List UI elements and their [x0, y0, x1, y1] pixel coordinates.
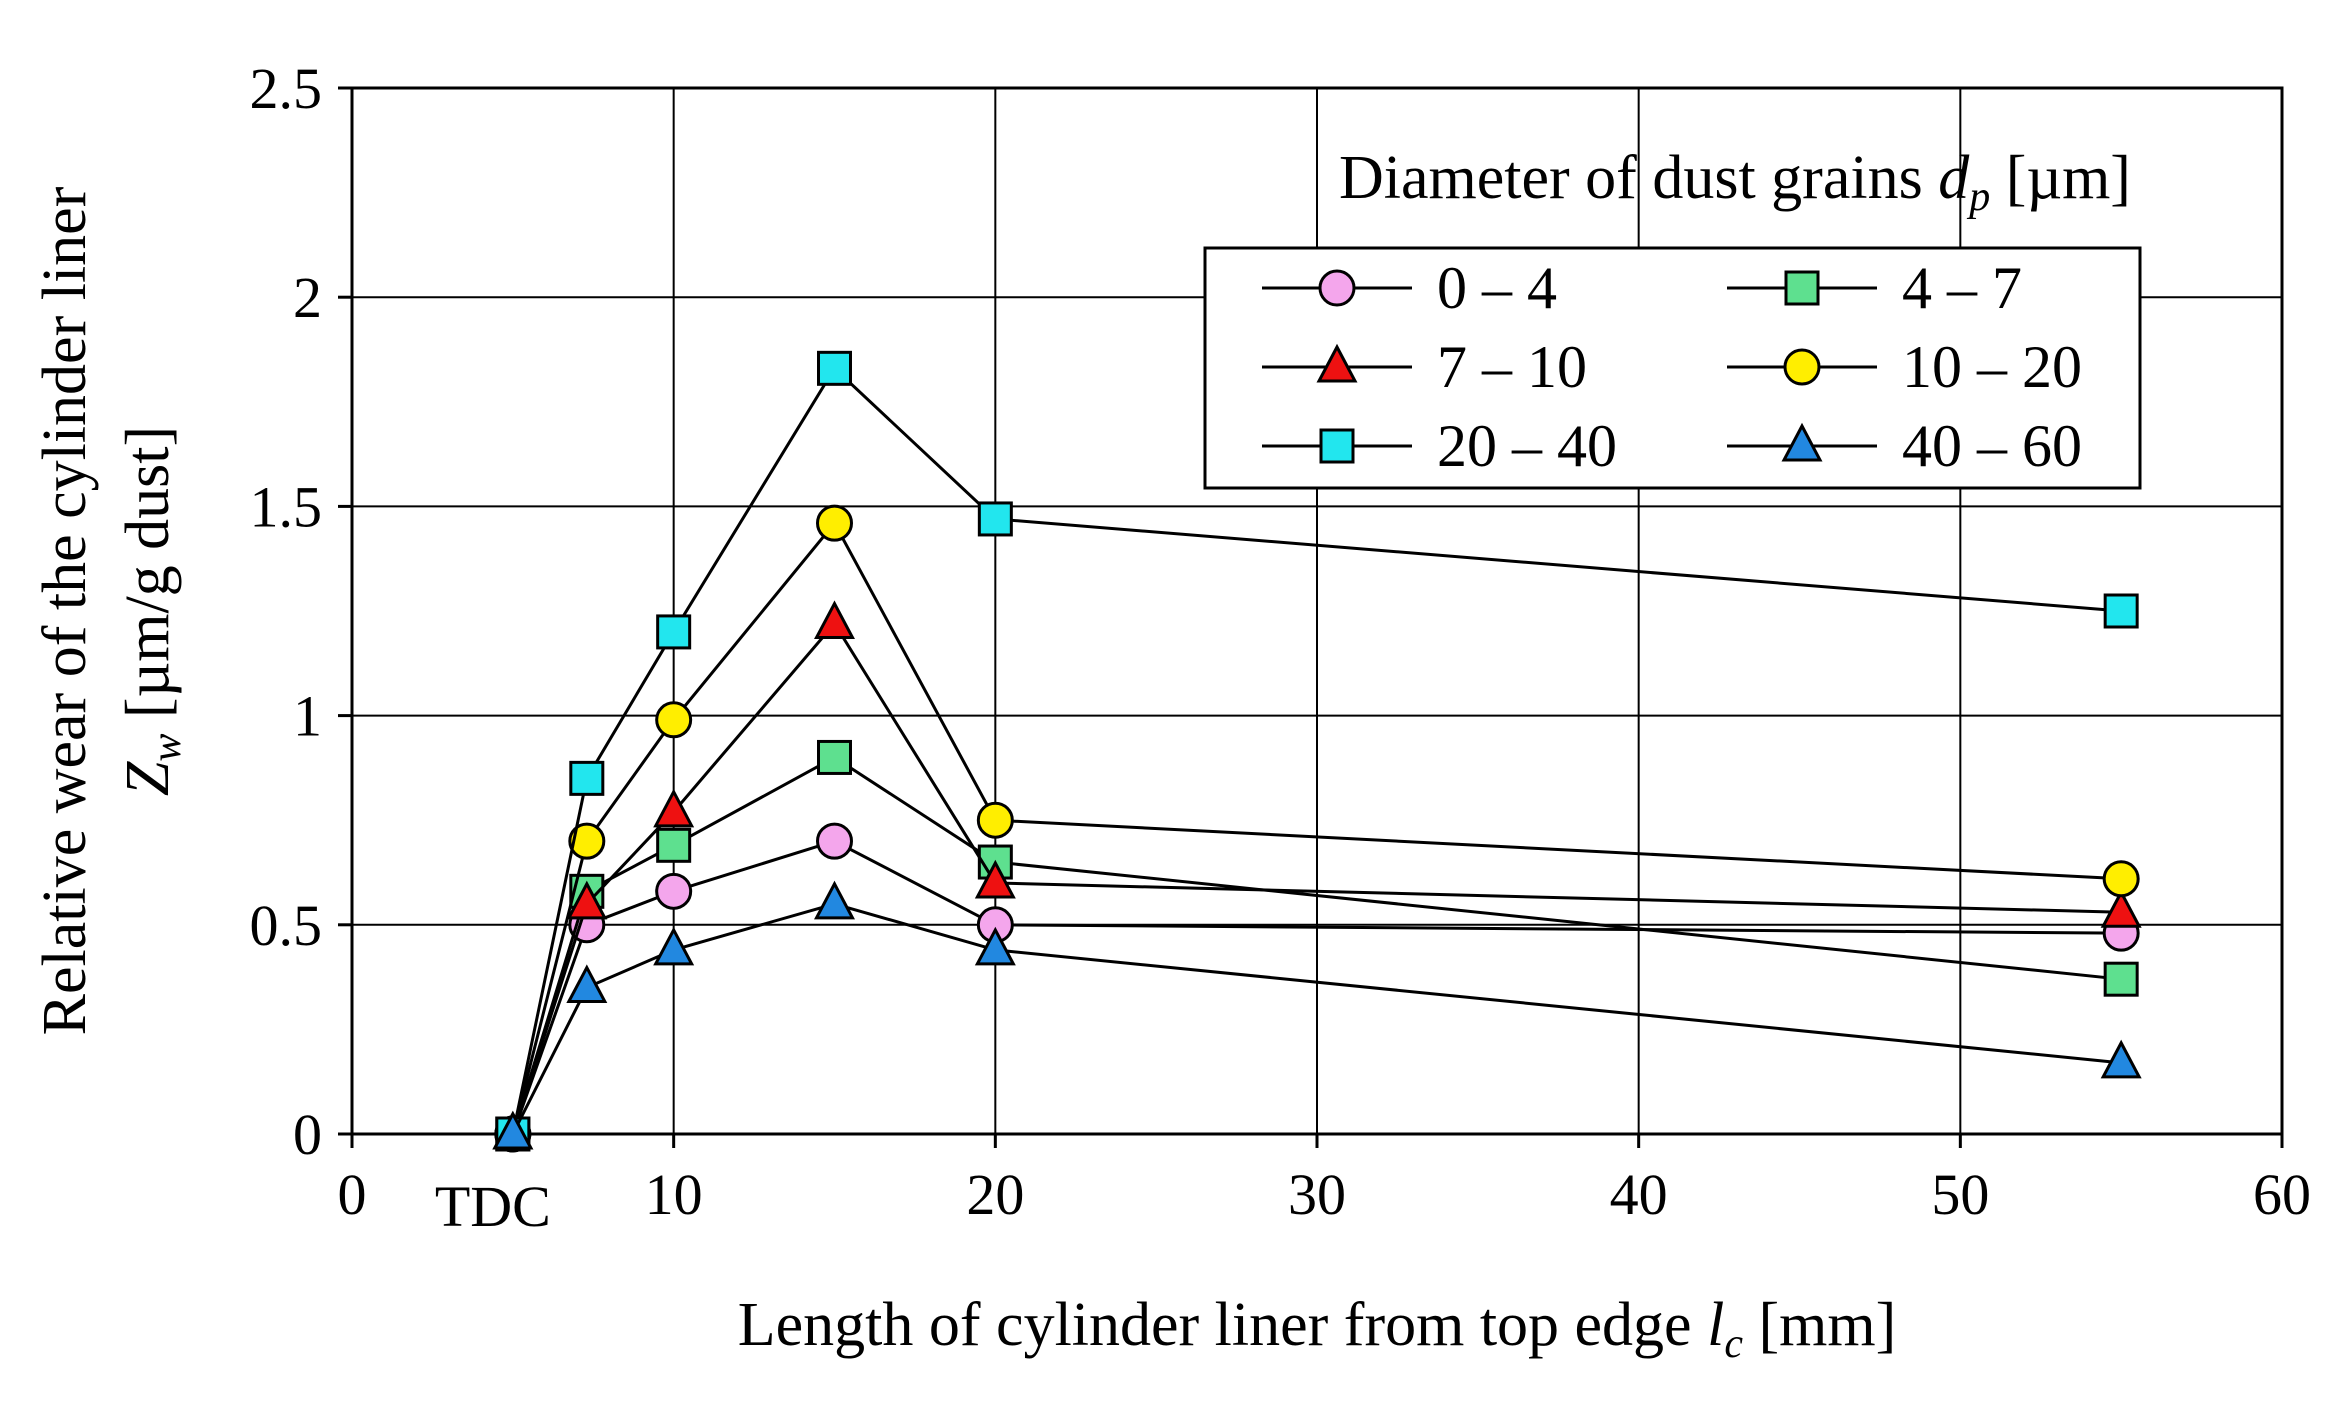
data-point	[656, 614, 692, 650]
x-axis-title-symbol: l	[1707, 1291, 1724, 1359]
legend-title-symbol: d	[1938, 144, 1970, 212]
data-point	[976, 801, 1014, 839]
legend-title-main: Diameter of dust grains	[1339, 144, 1938, 212]
series-line	[511, 621, 2122, 1135]
data-point	[492, 1110, 534, 1150]
legend-entry: 20 – 40	[1262, 413, 1617, 479]
x-tick-label: 30	[1288, 1162, 1346, 1227]
legend-entry: 7 – 10	[1262, 334, 1587, 400]
data-point	[814, 880, 855, 920]
y-tick-label: 0.5	[250, 893, 323, 958]
legend-entry: 0 – 4	[1262, 255, 1557, 321]
y-axis-title-line2: Zw [µm/g dust]	[114, 426, 190, 796]
data-point	[569, 760, 605, 796]
axis-ticks: 0 10 20 30 40 50 60 TDC 0 0.5 1 1.5 2 2.5	[250, 56, 2312, 1239]
x-tick-label: 50	[1931, 1162, 1989, 1227]
series-4	[494, 504, 2140, 1153]
data-point	[817, 739, 852, 775]
legend-marker	[1781, 422, 1823, 462]
y-axis-title-subscript: w	[144, 734, 190, 762]
legend-title-subscript: p	[1966, 174, 1990, 220]
y-axis-title-symbol: Z	[114, 761, 182, 796]
data-point	[655, 872, 693, 910]
data-point	[656, 827, 692, 863]
data-point	[2100, 1039, 2142, 1079]
legend-entry: 4 – 7	[1727, 255, 2022, 321]
x-tick-label: 20	[966, 1162, 1024, 1227]
data-point	[568, 822, 606, 860]
x-axis-title-unit: [mm]	[1743, 1291, 1896, 1359]
data-point	[2100, 889, 2142, 928]
data-point	[2103, 961, 2139, 997]
y-tick-label: 2.5	[250, 56, 323, 121]
data-point	[816, 822, 853, 860]
x-tick-label: 0	[338, 1162, 367, 1227]
legend-label: 0 – 4	[1437, 255, 1557, 321]
x-tick-label: 40	[1610, 1162, 1668, 1227]
series-line	[511, 902, 2122, 1135]
data-point	[655, 701, 693, 739]
x-tick-label: 60	[2253, 1162, 2311, 1227]
legend-entry: 40 – 60	[1727, 413, 2082, 479]
data-point	[816, 504, 853, 542]
data-point	[2103, 593, 2139, 629]
data-point	[977, 501, 1013, 537]
x-tick-label: 10	[645, 1162, 703, 1227]
y-tick-label: 1	[293, 684, 322, 749]
x-tdc-label: TDC	[435, 1174, 551, 1239]
data-point	[974, 859, 1016, 899]
data-point	[653, 788, 695, 828]
y-axis-title-unit: [µm/g dust]	[114, 426, 182, 734]
data-point	[566, 880, 608, 920]
legend-marker	[1316, 343, 1358, 383]
legend-label: 20 – 40	[1437, 413, 1617, 479]
legend-label: 4 – 7	[1902, 255, 2022, 321]
legend-label: 7 – 10	[1437, 334, 1587, 400]
legend-entry: 10 – 20	[1727, 334, 2082, 400]
series-line	[511, 755, 2122, 1135]
data-point	[653, 926, 695, 966]
y-tick-label: 1.5	[250, 474, 323, 539]
series-line	[511, 839, 2122, 1135]
series-6	[492, 880, 2142, 1150]
y-tick-label: 2	[293, 265, 322, 330]
legend-marker	[1783, 348, 1821, 386]
data-point	[817, 350, 852, 386]
data-point	[814, 600, 855, 640]
x-axis-title: Length of cylinder liner from top edge l…	[738, 1291, 1896, 1367]
legend-marker	[1318, 269, 1356, 307]
legend-entries: 0 – 4 4 – 7 7 – 10 10 – 20 20 – 40 40 – 60	[1262, 255, 2082, 479]
data-point	[566, 964, 608, 1004]
data-point	[2102, 860, 2140, 898]
series-line	[511, 365, 2122, 1135]
grid-lines	[352, 88, 2282, 1134]
data-point	[974, 926, 1016, 966]
legend-marker	[1319, 428, 1355, 464]
y-axis-title-line1: Relative wear of the cylinder liner	[31, 186, 99, 1035]
series-line	[511, 520, 2122, 1135]
series-group	[492, 350, 2142, 1153]
legend-label: 40 – 60	[1902, 413, 2082, 479]
legend-label: 10 – 20	[1902, 334, 2082, 400]
x-axis-title-subscript: c	[1724, 1321, 1743, 1367]
y-tick-label: 0	[293, 1102, 322, 1167]
x-axis-title-main: Length of cylinder liner from top edge	[738, 1291, 1707, 1359]
legend-title: Diameter of dust grains dp [µm]	[1339, 144, 2131, 220]
legend-title-unit: [µm]	[1990, 144, 2131, 212]
legend-marker	[1784, 270, 1820, 306]
